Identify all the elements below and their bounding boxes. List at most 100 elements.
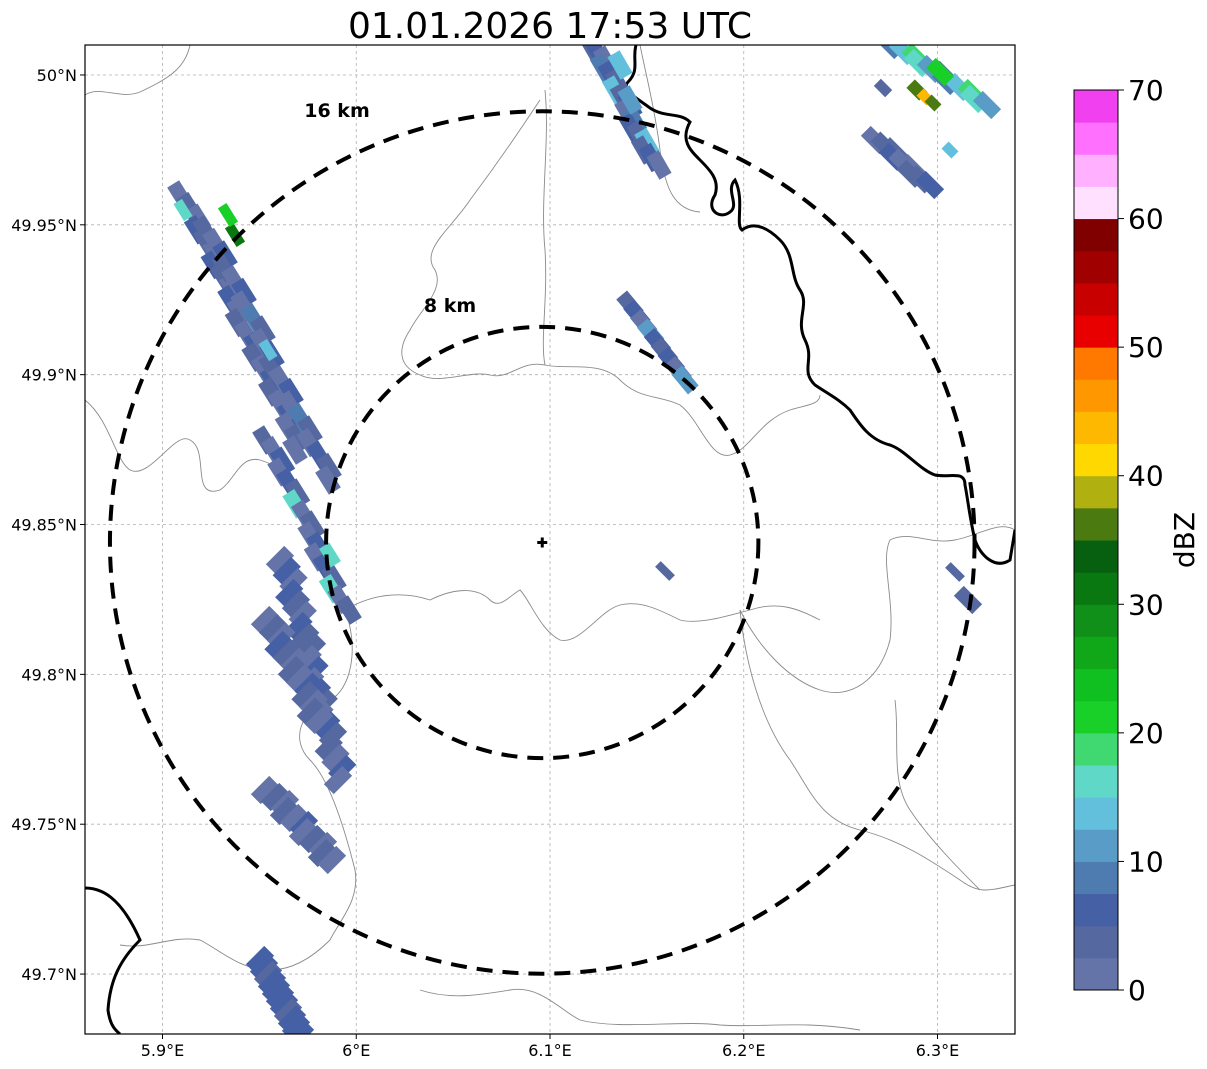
x-tick-label: 5.9°E [141, 1041, 185, 1060]
echo-gate [972, 90, 1002, 120]
colorbar-segment [1074, 282, 1118, 316]
echo-gate [275, 578, 304, 608]
colorbar-tick-label: 70 [1128, 74, 1164, 107]
x-axis: 5.9°E 6°E 6.1°E 6.2°E 6.3°E [141, 1034, 960, 1060]
echo-gate [307, 838, 337, 868]
colorbar-segment [1074, 379, 1118, 412]
echo-gate [278, 377, 304, 408]
colorbar-segment [1074, 90, 1118, 123]
echo-gate [945, 562, 965, 582]
echo-gate [250, 775, 280, 805]
echo-gate [924, 94, 942, 112]
echo-gate [655, 561, 675, 581]
map-title: 01.01.2026 17:53 UTC [348, 6, 752, 47]
echo-gate [250, 315, 276, 345]
colorbar-segment [1074, 893, 1118, 927]
colorbar-segment [1074, 250, 1118, 284]
range-ring-16km [107, 109, 977, 976]
echo-gate [915, 170, 945, 200]
colorbar-tick-label: 0 [1128, 974, 1146, 1007]
y-tick-label: 50°N [37, 66, 77, 85]
colorbar-segment [1074, 829, 1118, 862]
x-tick-label: 6.2°E [722, 1041, 766, 1060]
colorbar-segment [1074, 797, 1118, 830]
echo-gate [925, 57, 955, 87]
echo-gate [257, 968, 287, 997]
national-borders [85, 45, 1015, 1034]
colorbar-segment [1074, 347, 1118, 380]
echo-gate [277, 1005, 307, 1034]
x-tick-label: 6.1°E [528, 1041, 572, 1060]
echo-gate [259, 614, 288, 643]
colorbar-segment [1074, 765, 1118, 798]
echo-gate [269, 446, 296, 476]
range-ring-8km [324, 324, 761, 761]
echo-gate [250, 605, 280, 635]
echo-gate [288, 817, 318, 847]
echo-gate [265, 545, 295, 575]
echo-gate [258, 338, 278, 362]
echo-gate [299, 510, 326, 540]
echo-gate [607, 50, 633, 80]
colorbar-segment [1074, 636, 1118, 670]
echo-gate [265, 982, 295, 1012]
echo-gate [260, 782, 290, 812]
echo-gate [224, 223, 246, 247]
y-axis: 50°N 49.95°N 49.9°N 49.85°N 49.8°N 49.75°N 49.… [11, 66, 85, 984]
echo-gate [316, 452, 342, 483]
echo-gate [321, 563, 347, 593]
graticule [85, 45, 1015, 1034]
echo-gate [646, 150, 672, 180]
echo-gate [272, 556, 301, 586]
echo-gate [286, 664, 315, 693]
colorbar-tick-label: 40 [1128, 460, 1164, 493]
colorbar-tick-label: 50 [1128, 331, 1164, 364]
ring-label-16km: 16 km [304, 100, 370, 122]
y-tick-label: 49.75°N [11, 815, 77, 834]
echo-gate [317, 845, 347, 875]
echo-gate [212, 240, 238, 270]
echo-gate [304, 705, 334, 735]
radar-site-marker [537, 537, 548, 548]
colorbar-segment [1074, 411, 1118, 445]
colorbar-segment [1074, 507, 1118, 541]
echo-gate [297, 415, 323, 445]
echo-gate [231, 277, 257, 308]
echo-gate [312, 710, 341, 740]
colorbar-segment [1074, 475, 1118, 509]
colorbar-tick-label: 10 [1128, 845, 1164, 878]
colorbar-segment [1074, 540, 1118, 573]
colorbar-tick-label: 30 [1128, 588, 1164, 621]
echo-gate [217, 203, 239, 227]
echo-gate [249, 953, 279, 982]
echo-gate [321, 743, 350, 773]
y-tick-label: 49.85°N [11, 516, 77, 535]
echo-gate [261, 975, 291, 1004]
echo-gate [291, 622, 320, 652]
echo-gate [298, 824, 328, 854]
colorbar: 0 10 20 30 40 50 60 70 dBZ [1073, 74, 1201, 1007]
echo-gate [269, 990, 299, 1019]
colorbar-tick-label: 20 [1128, 717, 1164, 750]
echo-gate [941, 141, 959, 159]
colorbar-segment [1074, 122, 1118, 155]
y-tick-label: 49.95°N [11, 216, 77, 235]
y-tick-label: 49.9°N [21, 366, 77, 385]
echo-gate [272, 639, 301, 668]
echo-gate [279, 803, 309, 833]
echo-gate [285, 1019, 315, 1034]
x-tick-label: 6.3°E [916, 1041, 960, 1060]
echo-gate [173, 198, 193, 222]
echo-gate [323, 765, 353, 795]
colorbar-label: dBZ [1168, 512, 1201, 568]
echo-gate [617, 85, 643, 115]
colorbar-segment [1074, 186, 1118, 220]
echo-gate [953, 585, 983, 615]
echo-gate [319, 542, 341, 568]
echo-gate [291, 680, 320, 710]
colorbar-segment [1074, 604, 1118, 637]
map-area: 16 km 8 km [85, 45, 1015, 1034]
echo-gate [873, 78, 893, 98]
echo-gate [281, 589, 311, 619]
